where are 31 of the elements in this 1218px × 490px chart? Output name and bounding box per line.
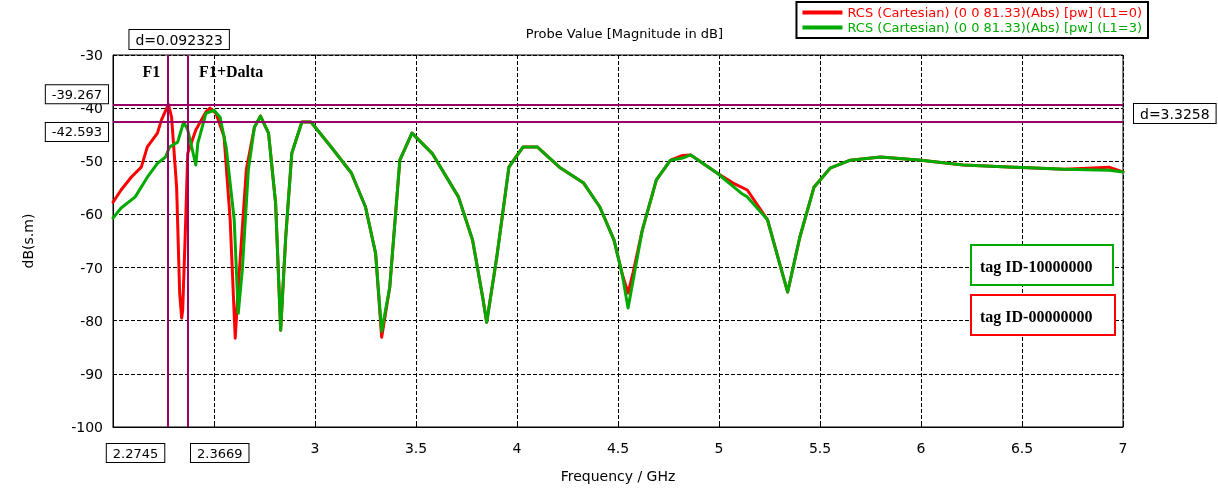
x-tick-label: 5.5 <box>808 440 832 456</box>
x-tick-label: 4 <box>512 440 522 456</box>
y-tick-label: -30 <box>80 47 103 63</box>
x-axis-title: Frequency / GHz <box>560 468 676 484</box>
x-tick-label: 4.5 <box>606 440 630 456</box>
annotation: F1+Dalta <box>199 62 264 80</box>
x-tick-label: 3.5 <box>404 440 428 456</box>
text: d=0.092323 <box>135 32 223 48</box>
annotation: tag ID-00000000 <box>980 307 1093 326</box>
y-tick-label: -80 <box>80 312 103 329</box>
y-tick-label: -50 <box>80 153 103 170</box>
y-axis-title: dB(s.m) <box>20 213 36 269</box>
text: d=3.3258 <box>1140 106 1210 123</box>
annotation: tag ID-10000000 <box>980 257 1093 276</box>
x-tick-label: 5 <box>714 440 724 456</box>
ref-line-label: 2.3669 <box>196 446 243 461</box>
ref-line-label: 2.2745 <box>112 446 159 461</box>
y-tick-label: -100 <box>71 419 103 435</box>
x-tick-label: 6.5 <box>1010 440 1034 456</box>
ref-line-label: -42.593 <box>51 124 102 140</box>
legend-label: RCS (Cartesian) (0 0 81.33)(Abs) [pw] (L1=3) <box>847 20 1143 35</box>
x-tick-label: 6 <box>916 440 926 456</box>
chart-title: Probe Value [Magnitude in dB] <box>525 26 723 41</box>
y-tick-label: -60 <box>80 206 103 223</box>
ref-line-label: -39.267 <box>51 86 102 102</box>
x-tick-label: 3 <box>310 440 320 456</box>
legend-label: RCS (Cartesian) (0 0 81.33)(Abs) [pw] (L1=0) <box>847 5 1143 20</box>
y-tick-label: -70 <box>80 259 103 276</box>
x-tick-label: 7 <box>1118 440 1128 456</box>
y-tick-label: -90 <box>80 365 103 382</box>
annotation: F1 <box>142 62 161 80</box>
